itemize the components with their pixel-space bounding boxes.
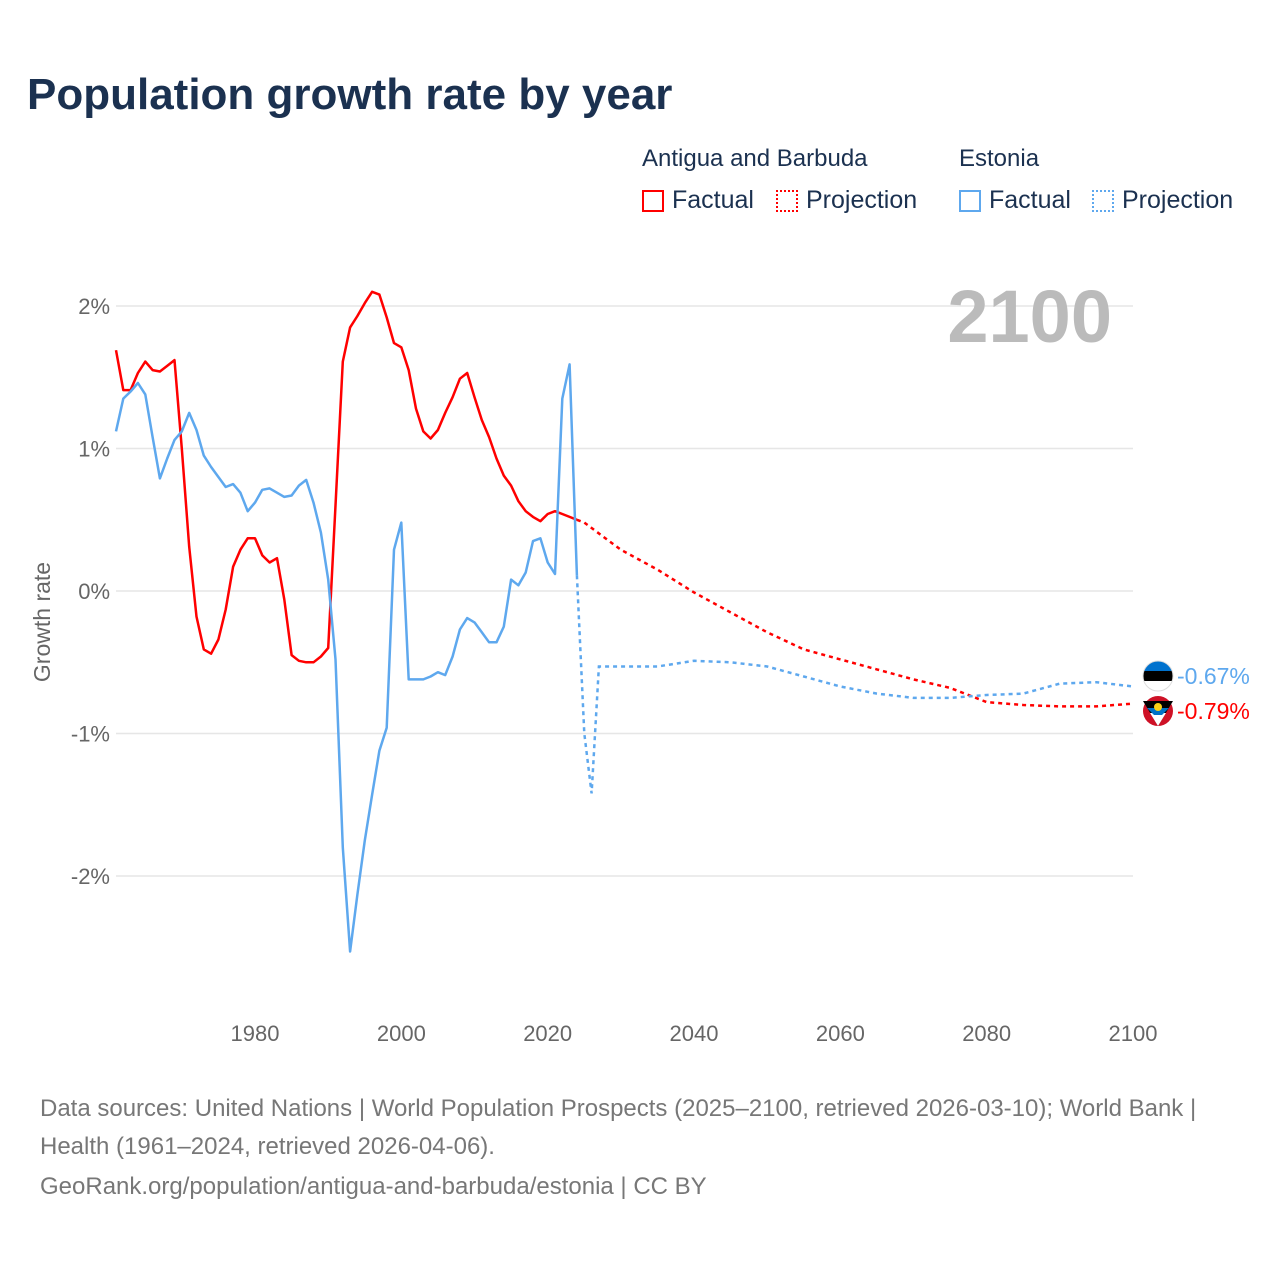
y-axis-label: Growth rate (29, 562, 55, 682)
x-tick-label: 2040 (670, 1021, 719, 1046)
chart-title: Population growth rate by year (27, 70, 673, 119)
data-sources: Data sources: United Nations | World Pop… (40, 1095, 1197, 1160)
estonia-flag-icon (1142, 660, 1174, 692)
x-tick-label: 2000 (377, 1021, 426, 1046)
y-tick-label: -2% (71, 864, 110, 889)
solid-swatch-icon (642, 189, 664, 212)
legend-label: Projection (806, 186, 918, 214)
antigua-end-label: -0.79% (1177, 698, 1250, 724)
y-tick-label: 2% (78, 294, 110, 319)
dotted-swatch-icon (1092, 189, 1114, 212)
legend-label: Projection (1122, 186, 1234, 214)
x-tick-label: 2080 (962, 1021, 1011, 1046)
antigua-flag-icon (1143, 696, 1173, 726)
footer: Data sources: United Nations | World Pop… (40, 1090, 1240, 1206)
y-tick-label: 0% (78, 579, 110, 604)
x-tick-label: 2100 (1109, 1021, 1158, 1046)
estonia-end-label: -0.67% (1177, 663, 1250, 689)
antigua-projection-line (576, 518, 1134, 708)
legend-antigua-projection[interactable]: Projection (776, 186, 917, 215)
dotted-swatch-icon (776, 189, 798, 212)
legend-estonia-projection[interactable]: Projection (1092, 186, 1233, 215)
antigua-factual-line (114, 290, 578, 664)
y-tick-label: -1% (71, 722, 110, 747)
x-tick-label: 2060 (816, 1021, 865, 1046)
estonia-factual-line (114, 363, 579, 953)
estonia-projection-line (575, 575, 1134, 794)
legend-group-estonia: Estonia (959, 145, 1040, 172)
legend-group-antigua: Antigua and Barbuda (642, 145, 868, 172)
legend-label: Factual (989, 186, 1071, 214)
credit-link[interactable]: GeoRank.org/population/antigua-and-barbu… (40, 1173, 707, 1200)
x-tick-label: 1980 (231, 1021, 280, 1046)
y-tick-label: 1% (78, 437, 110, 462)
solid-swatch-icon (959, 189, 981, 212)
year-label: 2100 (947, 275, 1112, 358)
legend-antigua-factual[interactable]: Factual (642, 186, 754, 215)
legend-label: Factual (672, 186, 754, 214)
legend-estonia-factual[interactable]: Factual (959, 186, 1071, 215)
x-tick-label: 2020 (523, 1021, 572, 1046)
